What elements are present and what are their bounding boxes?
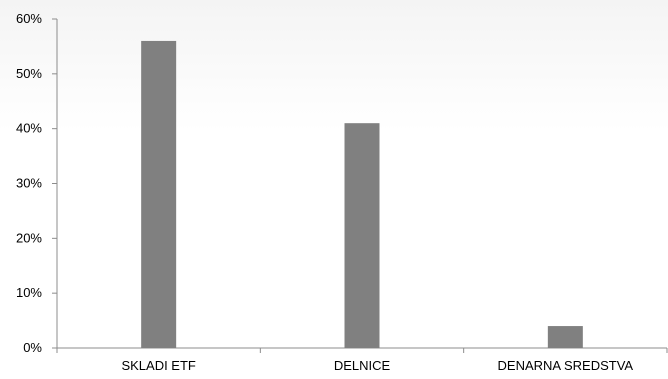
y-tick-label: 60% xyxy=(16,11,42,26)
bar-denarna-sredstva xyxy=(547,326,583,348)
y-tick-label: 0% xyxy=(23,340,42,355)
y-tick-label: 50% xyxy=(16,66,42,81)
bars xyxy=(141,40,583,348)
bar-skladi-etf xyxy=(141,40,177,348)
y-axis: 0% 10% 20% 30% 40% 50% 60% xyxy=(16,11,58,355)
x-category-label: DENARNA SREDSTVA xyxy=(498,358,634,373)
y-tick-label: 10% xyxy=(16,285,42,300)
x-axis: SKLADI ETF DELNICE DENARNA SREDSTVA xyxy=(56,347,668,373)
y-tick-label: 40% xyxy=(16,121,42,136)
bar-delnice xyxy=(344,123,380,348)
x-category-label: DELNICE xyxy=(334,358,391,373)
x-category-label: SKLADI ETF xyxy=(121,358,195,373)
y-tick-label: 20% xyxy=(16,230,42,245)
y-tick-label: 30% xyxy=(16,176,42,191)
